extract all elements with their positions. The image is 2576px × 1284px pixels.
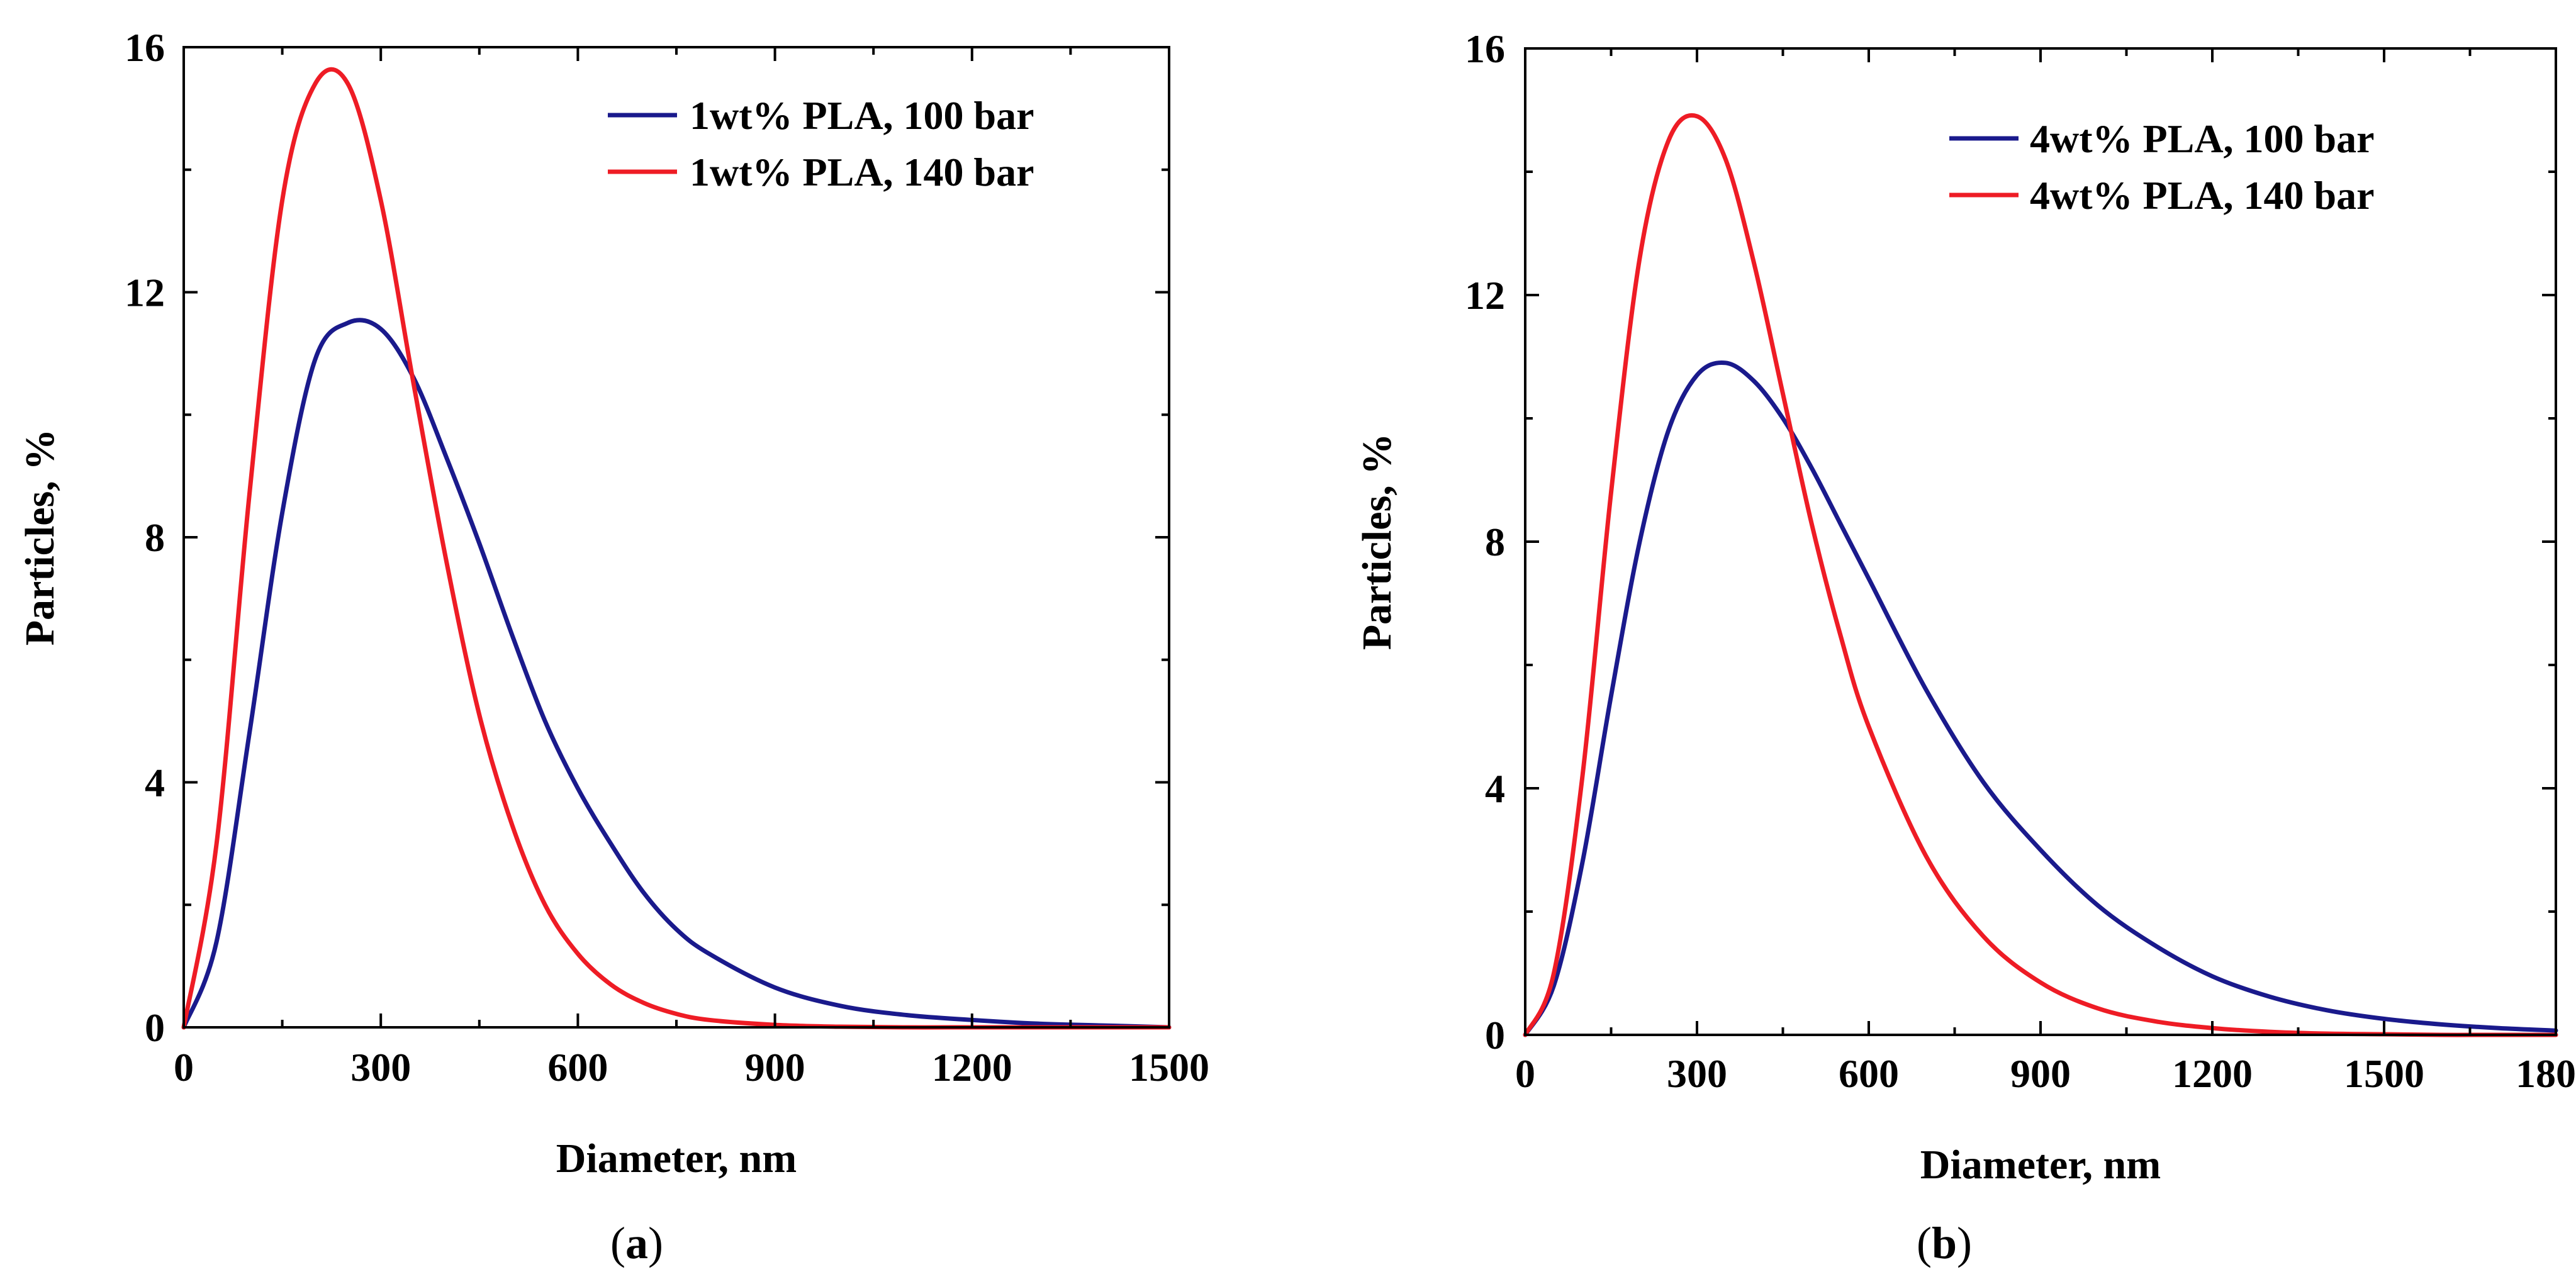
y-tick-label: 12 [125, 271, 165, 315]
panel-letter: b [1932, 1218, 1957, 1268]
legend: 1wt% PLA, 100 bar 1wt% PLA, 140 bar [608, 93, 1034, 194]
y-axis-title: Particles, % [1354, 433, 1400, 650]
x-tick-label: 1500 [1129, 1045, 1209, 1090]
x-tick-label: 1200 [932, 1045, 1012, 1090]
x-tick-label: 0 [1515, 1051, 1535, 1096]
series-line-2 [1523, 113, 2558, 1037]
series-line-1 [1523, 360, 2558, 1037]
x-axis-title: Diameter, nm [1920, 1142, 2161, 1188]
y-tick-label: 12 [1465, 273, 1505, 318]
legend-label-1: 1wt% PLA, 100 bar [690, 93, 1034, 138]
y-tick-label: 0 [145, 1005, 165, 1050]
y-tick-label: 8 [145, 515, 165, 560]
panel-caption: (a) [610, 1218, 663, 1268]
legend-label-1: 4wt% PLA, 100 bar [2030, 116, 2375, 161]
x-axis-title: Diameter, nm [556, 1136, 797, 1181]
y-tick-label: 16 [125, 25, 165, 70]
series-line-2 [181, 67, 1172, 1030]
y-tick-label: 4 [145, 761, 165, 805]
x-tick-label: 600 [1839, 1051, 1899, 1096]
series-line-1 [181, 318, 1172, 1030]
panel-caption: (b) [1917, 1218, 1972, 1268]
x-tick-label: 300 [350, 1045, 411, 1090]
x-tick-label: 900 [745, 1045, 805, 1090]
x-tick-label: 0 [174, 1045, 194, 1090]
x-tick-label: 1500 [2344, 1051, 2424, 1096]
x-tick-label: 1200 [2172, 1051, 2253, 1096]
x-tick-label: 900 [2010, 1051, 2071, 1096]
panel-a: 0 300 600 900 1200 1500 0 4 8 12 16 Diameter, nm Par… [17, 25, 1209, 1268]
y-tick-label: 8 [1485, 520, 1505, 564]
y-tick-label: 4 [1485, 766, 1505, 811]
legend-label-2: 1wt% PLA, 140 bar [690, 150, 1034, 194]
y-axis-title: Particles, % [17, 429, 63, 646]
x-tick-label: 600 [547, 1045, 608, 1090]
legend: 4wt% PLA, 100 bar 4wt% PLA, 140 bar [1949, 116, 2375, 218]
panel-letter: a [625, 1218, 648, 1268]
x-tick-label: 300 [1667, 1051, 1727, 1096]
y-tick-label: 0 [1485, 1013, 1505, 1058]
legend-label-2: 4wt% PLA, 140 bar [2030, 173, 2375, 218]
y-tick-label: 16 [1465, 26, 1505, 71]
